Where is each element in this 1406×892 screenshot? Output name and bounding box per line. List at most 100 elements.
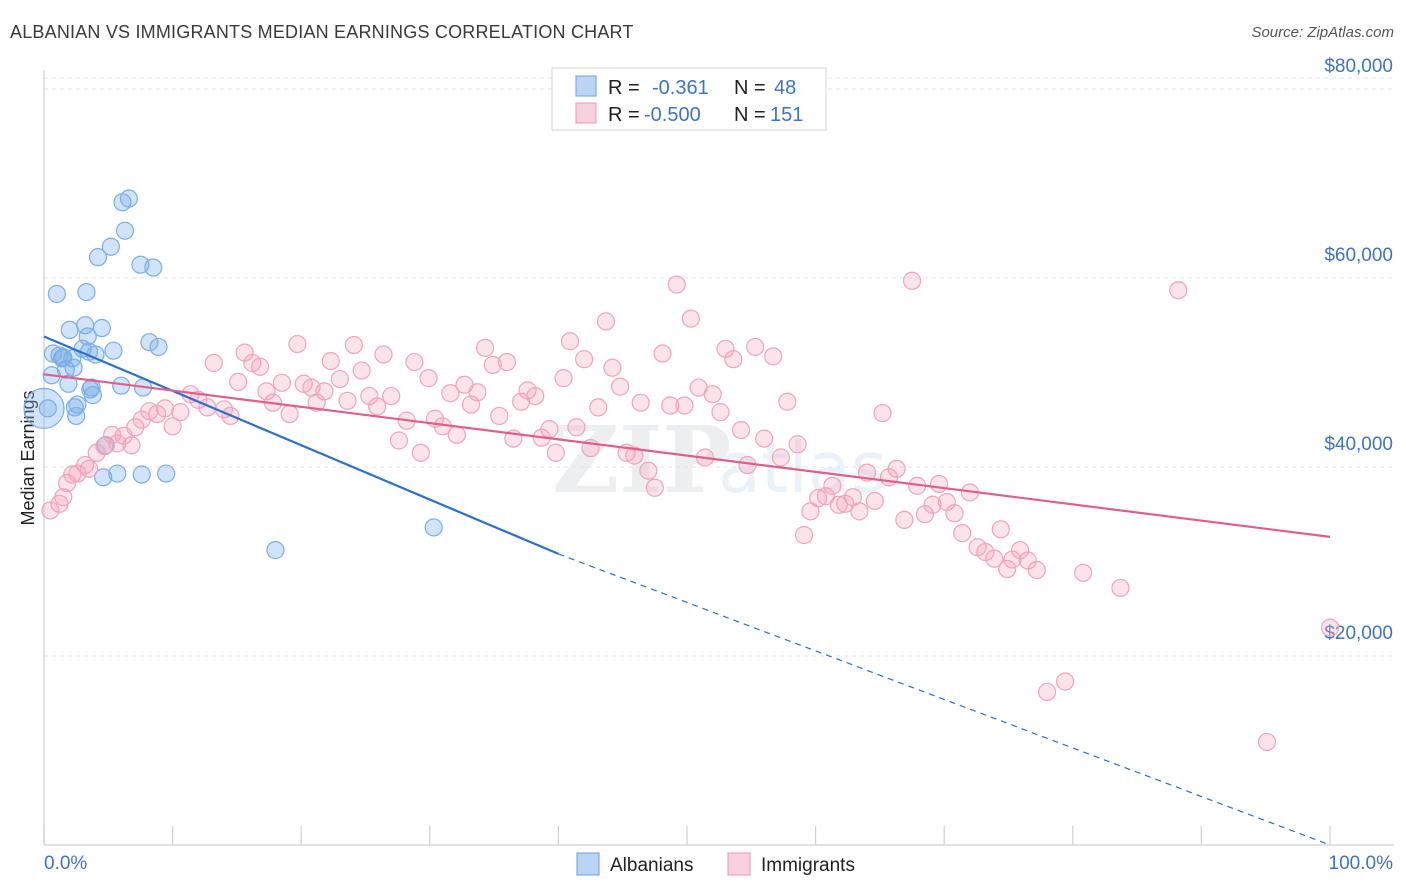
immigrants-point xyxy=(483,355,502,374)
immigrants-point xyxy=(731,420,751,440)
immigrants-point xyxy=(850,502,869,521)
immigrants-point xyxy=(575,350,594,369)
immigrants-point xyxy=(280,404,299,424)
immigrants-point xyxy=(229,372,248,391)
immigrants-point xyxy=(631,393,650,412)
immigrants-point xyxy=(374,345,393,364)
immigrants-r-label: R = xyxy=(608,104,640,126)
immigrants-point xyxy=(79,459,99,478)
immigrants-point xyxy=(272,373,292,392)
immigrants-point xyxy=(895,510,914,529)
albanians-points xyxy=(23,189,443,560)
immigrants-point xyxy=(823,476,842,495)
immigrants-n-label: N = xyxy=(734,104,766,126)
immigrants-point xyxy=(389,431,409,450)
albanians-point xyxy=(60,320,79,340)
immigrants-point xyxy=(171,403,190,422)
albanians-n-label: N = xyxy=(734,77,766,99)
albanians-series-swatch xyxy=(576,852,600,876)
immigrants-point xyxy=(526,386,545,406)
albanians-point xyxy=(132,465,151,484)
immigrants-point xyxy=(923,495,942,514)
immigrants-point xyxy=(711,403,730,422)
immigrants-legend-swatch xyxy=(575,102,597,124)
albanians-point xyxy=(157,464,176,483)
immigrants-point xyxy=(945,504,964,523)
immigrants-point xyxy=(764,347,783,366)
svg-text:atlas: atlas xyxy=(718,427,887,509)
immigrants-point xyxy=(985,549,1004,568)
albanians-point xyxy=(119,189,138,208)
immigrants-point xyxy=(367,397,387,416)
immigrants-point xyxy=(54,488,73,507)
albanians-point xyxy=(140,333,159,352)
immigrants-point xyxy=(1003,550,1022,569)
albanians-point xyxy=(104,341,123,360)
albanians-point xyxy=(59,374,78,393)
immigrants-points xyxy=(41,271,1340,752)
immigrants-point xyxy=(1257,732,1277,752)
albanians-point xyxy=(77,283,96,302)
albanians-point xyxy=(78,327,97,346)
albanians-n-value: 48 xyxy=(774,77,796,99)
immigrants-point xyxy=(560,332,580,351)
albanians-legend-swatch xyxy=(575,75,597,97)
immigrants-point xyxy=(468,383,487,402)
immigrants-point xyxy=(315,382,334,401)
immigrants-point xyxy=(567,418,586,437)
immigrants-point xyxy=(122,436,141,455)
immigrants-point xyxy=(382,386,401,406)
immigrants-point xyxy=(419,369,438,388)
immigrants-point xyxy=(126,418,145,437)
y-tick-label: $20,000 xyxy=(1324,623,1393,644)
immigrants-point xyxy=(1037,682,1057,701)
albanians-point xyxy=(64,358,83,377)
albanians-point xyxy=(115,221,135,240)
x-tick-label-max: 100.0% xyxy=(1329,853,1394,874)
immigrants-point xyxy=(490,406,509,426)
chart-title: ALBANIAN VS IMMIGRANTS MEDIAN EARNINGS C… xyxy=(10,22,634,42)
immigrants-point xyxy=(778,392,797,411)
immigrants-point xyxy=(589,398,608,417)
immigrants-point xyxy=(344,335,364,355)
immigrants-point xyxy=(816,487,835,506)
immigrants-point xyxy=(321,351,340,371)
immigrants-point xyxy=(887,459,906,478)
immigrants-trend-line xyxy=(43,373,1331,538)
immigrants-series-swatch xyxy=(727,852,751,876)
immigrants-point xyxy=(829,495,848,514)
immigrants-point xyxy=(865,491,884,511)
y-tick-label: $40,000 xyxy=(1324,434,1393,455)
source-label: Source: ZipAtlas.com xyxy=(1251,24,1394,41)
immigrants-point xyxy=(929,474,949,494)
albanians-point xyxy=(88,248,108,267)
immigrants-point xyxy=(596,312,616,331)
immigrants-point xyxy=(625,446,644,465)
immigrants-point xyxy=(703,385,722,404)
immigrants-series-label: Immigrants xyxy=(761,855,855,876)
immigrants-point xyxy=(998,559,1017,579)
albanians-point-large xyxy=(23,387,65,429)
stats-legend: R = -0.361 N = 48 R = -0.500 N = 151 xyxy=(551,67,827,131)
x-tick-label-min: 0.0% xyxy=(44,853,87,874)
albanians-point xyxy=(424,518,443,537)
immigrants-point xyxy=(163,417,182,436)
immigrants-n-value: 151 xyxy=(770,104,803,126)
x-tick-labels: 0.0% 100.0% xyxy=(44,853,1393,874)
albanians-point xyxy=(92,318,111,338)
immigrants-point xyxy=(155,399,174,418)
immigrants-point xyxy=(661,396,680,415)
albanians-r-value: -0.361 xyxy=(652,77,709,99)
immigrants-point xyxy=(915,505,935,524)
immigrants-point xyxy=(288,334,307,354)
immigrants-point xyxy=(497,352,517,372)
albanians-point xyxy=(266,541,285,560)
immigrants-point xyxy=(41,501,60,520)
immigrants-point xyxy=(447,425,466,444)
immigrants-point xyxy=(250,357,270,376)
immigrants-point xyxy=(475,338,495,357)
albanians-point xyxy=(47,284,66,304)
albanians-trend-line xyxy=(43,335,559,555)
immigrants-point xyxy=(352,361,371,380)
